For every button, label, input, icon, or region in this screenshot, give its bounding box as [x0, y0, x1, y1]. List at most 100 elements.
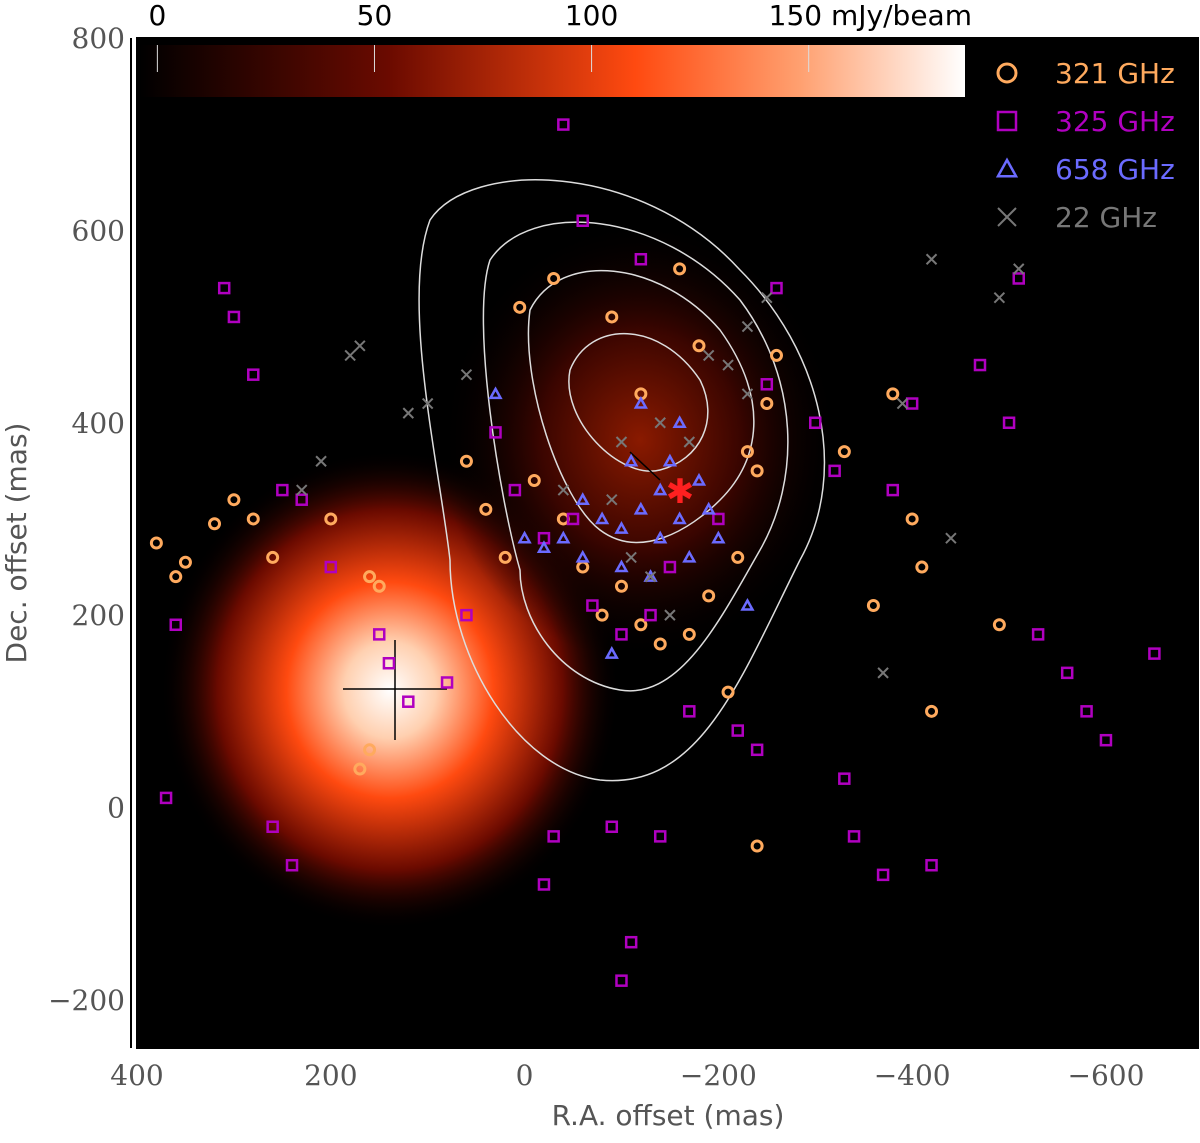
- point: [344, 349, 356, 362]
- point: [761, 292, 773, 304]
- point: [945, 532, 957, 544]
- point: [372, 579, 386, 593]
- point: [683, 705, 696, 718]
- point: [1013, 263, 1025, 275]
- point: [702, 589, 716, 603]
- point: [285, 858, 299, 872]
- point: [653, 637, 667, 651]
- point: [731, 550, 745, 564]
- point: [266, 550, 280, 564]
- point: [595, 608, 609, 622]
- point: [266, 820, 279, 834]
- point: [324, 560, 338, 574]
- point: [653, 530, 668, 544]
- x-tick-label: 200: [304, 1059, 357, 1092]
- point: [644, 570, 657, 583]
- point: [750, 743, 764, 757]
- point: [576, 214, 589, 228]
- colorbar-tick-label: 100: [565, 0, 618, 32]
- point: [673, 262, 687, 276]
- point: [517, 530, 532, 544]
- point: [508, 483, 522, 497]
- point: [566, 512, 580, 526]
- legend-label: 321 GHz: [1055, 57, 1175, 90]
- point: [363, 570, 377, 584]
- point: [382, 656, 396, 670]
- point: [178, 555, 192, 569]
- point: [760, 378, 774, 391]
- point: [536, 540, 552, 554]
- point: [402, 407, 415, 419]
- y-tick-label: 800: [72, 22, 125, 55]
- point: [625, 551, 637, 564]
- x-tick-label: −600: [1067, 1059, 1144, 1092]
- point: [479, 502, 493, 516]
- point: [1002, 416, 1016, 430]
- point: [421, 397, 434, 410]
- point: [838, 772, 851, 785]
- point: [324, 512, 338, 526]
- legend-marker: [997, 207, 1017, 227]
- point: [712, 512, 725, 526]
- y-tick-label: 0: [107, 792, 125, 825]
- point: [1080, 705, 1093, 718]
- point: [662, 453, 678, 467]
- x-tick-label: 400: [110, 1059, 163, 1092]
- point: [633, 501, 648, 515]
- point: [556, 530, 571, 544]
- colorbar-tick-label: 50: [357, 0, 393, 32]
- point: [992, 618, 1006, 632]
- point: [605, 310, 619, 324]
- point: [615, 628, 628, 641]
- y-tick-label: −200: [48, 984, 125, 1017]
- x-tick-label: −400: [874, 1059, 951, 1092]
- point: [460, 608, 473, 622]
- colorbar: [140, 45, 965, 97]
- point: [440, 676, 454, 689]
- point: [372, 628, 386, 641]
- point: [741, 388, 754, 400]
- point: [740, 445, 754, 459]
- point: [643, 569, 658, 582]
- y-tick-label: 400: [72, 407, 125, 440]
- point: [227, 493, 241, 507]
- point: [760, 397, 774, 411]
- point: [837, 445, 851, 459]
- point: [886, 483, 900, 497]
- point: [557, 484, 570, 496]
- point: [915, 560, 929, 574]
- legend-label: 325 GHz: [1055, 105, 1175, 138]
- y-tick-label: 600: [72, 214, 125, 247]
- point: [247, 368, 260, 381]
- point: [847, 830, 861, 843]
- point: [925, 253, 938, 265]
- point: [664, 609, 676, 621]
- legend-label: 22 GHz: [1055, 201, 1157, 234]
- point: [644, 608, 657, 622]
- point: [1031, 628, 1045, 641]
- point: [740, 597, 755, 611]
- point: [877, 667, 889, 679]
- point: [246, 512, 260, 526]
- point: [606, 494, 618, 506]
- contours: [418, 179, 826, 782]
- point: [750, 839, 764, 853]
- point: [295, 493, 308, 506]
- point: [731, 724, 744, 737]
- point: [654, 417, 666, 429]
- point: [615, 974, 628, 987]
- point: [672, 415, 687, 429]
- point: [886, 387, 900, 401]
- point: [276, 483, 289, 497]
- point: [208, 517, 222, 531]
- legend-label: 658 GHz: [1055, 153, 1175, 186]
- point: [866, 599, 880, 613]
- point: [488, 386, 503, 400]
- point: [557, 118, 570, 131]
- point: [498, 550, 512, 564]
- point: [315, 455, 327, 467]
- point: [741, 320, 754, 333]
- legend-marker: [995, 157, 1019, 178]
- point: [905, 512, 919, 526]
- point: [993, 292, 1006, 304]
